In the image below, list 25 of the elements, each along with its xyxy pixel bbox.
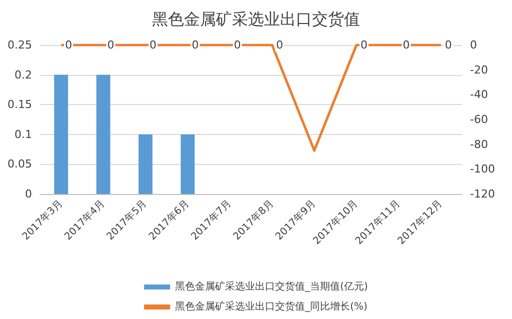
data-label: 0	[65, 38, 72, 52]
y-tick-label: 0.1	[14, 128, 32, 141]
y2-tick-label: -120	[470, 188, 495, 200]
data-label: 0	[360, 38, 368, 52]
y2-tick-label: -20	[470, 63, 488, 76]
data-label: 0	[192, 38, 199, 52]
data-label: 0	[402, 38, 410, 52]
chart-title: 黑色金属矿采选业出口交货值	[152, 10, 360, 28]
y-tick-label: 0.25	[8, 38, 32, 52]
y-tick-label: 0.15	[8, 98, 32, 112]
legend-label: 黑色金属矿采选业出口交货值_当期值(亿元)	[175, 280, 368, 292]
y-tick-label: 0.2	[14, 68, 32, 82]
y2-tick-label: -60	[470, 113, 488, 126]
y2-tick-label: -40	[470, 88, 488, 102]
data-label: 0	[234, 38, 241, 52]
data-label: 0	[276, 38, 284, 52]
data-label: 0	[107, 38, 114, 52]
y2-tick-label: -80	[470, 138, 488, 151]
y2-tick-label: -100	[470, 162, 495, 176]
y-tick-label: 0.05	[8, 158, 32, 171]
y-tick-label: 0	[25, 188, 32, 200]
legend-label: 黑色金属矿采选业出口交货值_同比增长(%)	[175, 300, 368, 312]
data-label: 0	[150, 38, 156, 52]
y2-tick-label: 0	[470, 38, 477, 52]
data-label: 0	[444, 38, 452, 52]
